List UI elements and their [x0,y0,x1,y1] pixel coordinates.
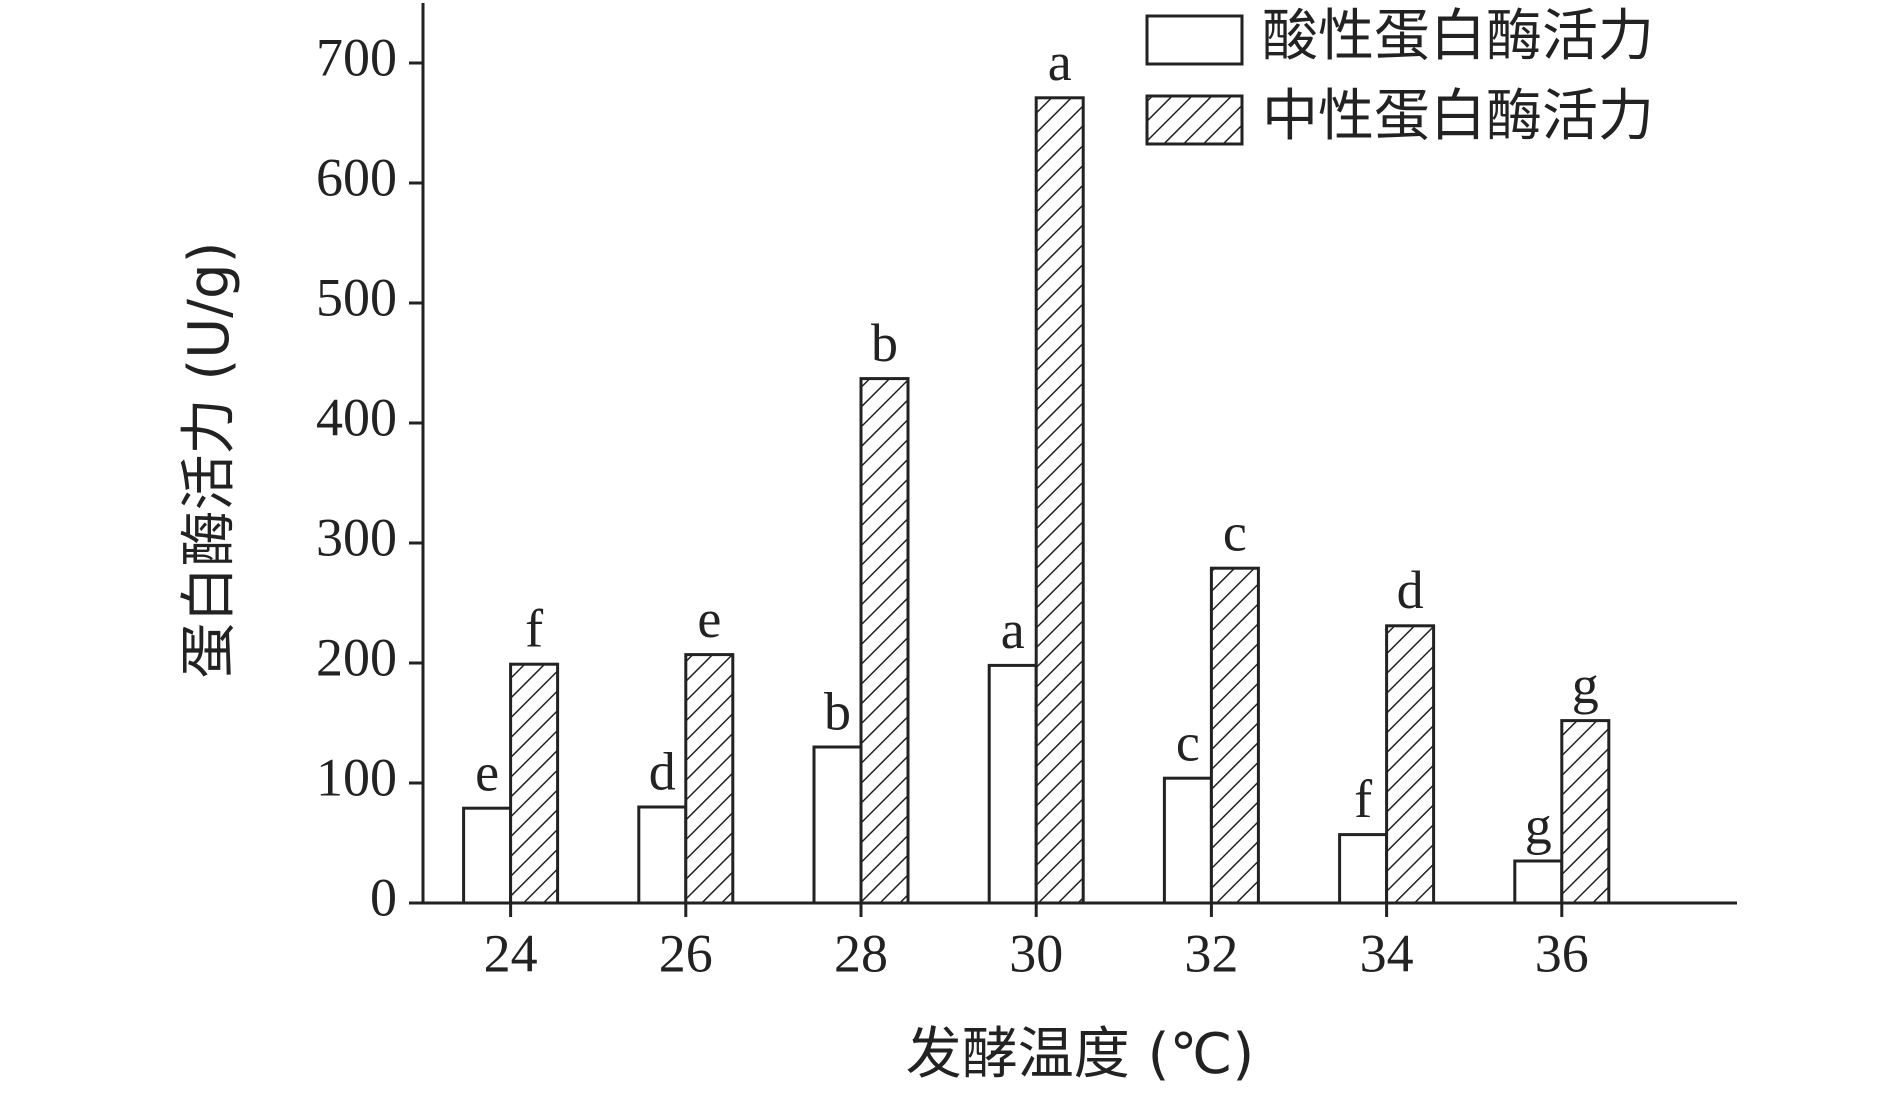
y-axis-label: 蛋白酶活力 (U/g) [177,242,242,679]
x-axis-label: 发酵温度 (℃) [906,1022,1254,1087]
y-tick-label: 0 [370,867,397,927]
significance-letter: f [525,599,543,659]
legend-swatch [1145,94,1244,146]
significance-letter: a [1001,600,1025,660]
significance-letter: c [1176,713,1200,773]
significance-letter: e [475,743,499,803]
y-tick-label: 700 [316,27,397,87]
x-tick-label: 32 [1184,923,1238,983]
significance-letter: b [871,313,898,373]
y-tick-label: 100 [316,747,397,807]
x-tick-label: 34 [1360,923,1414,983]
significance-letter: e [697,589,721,649]
y-tick-label: 500 [316,267,397,327]
legend-label: 中性蛋白酶活力 [1262,84,1654,149]
bar [684,653,735,905]
bar [509,662,560,905]
bar [812,745,863,905]
x-tick-label: 36 [1535,923,1589,983]
bar [987,663,1038,905]
significance-letter: g [1525,795,1552,855]
bar [1560,719,1611,905]
significance-letter: d [1397,560,1424,620]
bar [462,806,513,905]
bar [859,377,910,905]
bar [1385,624,1436,905]
bar [1513,859,1564,905]
x-tick-label: 26 [659,923,713,983]
significance-letter: d [649,741,676,801]
bar [1209,566,1260,905]
significance-letter: g [1572,655,1599,715]
significance-letter: f [1354,769,1372,829]
y-tick-label: 300 [316,507,397,567]
significance-letter: c [1223,503,1247,563]
y-tick-label: 200 [316,627,397,687]
x-tick-label: 24 [484,923,538,983]
y-tick-label: 600 [316,147,397,207]
x-tick-label: 28 [834,923,888,983]
significance-letter: a [1048,32,1072,92]
legend-label: 酸性蛋白酶活力 [1262,4,1654,69]
bar [1034,96,1085,905]
legend-swatch [1145,14,1244,66]
x-tick-label: 30 [1009,923,1063,983]
bar [1162,776,1213,905]
bar [637,805,688,905]
y-tick-label: 400 [316,387,397,447]
bar [1338,833,1389,905]
significance-letter: b [824,681,851,741]
